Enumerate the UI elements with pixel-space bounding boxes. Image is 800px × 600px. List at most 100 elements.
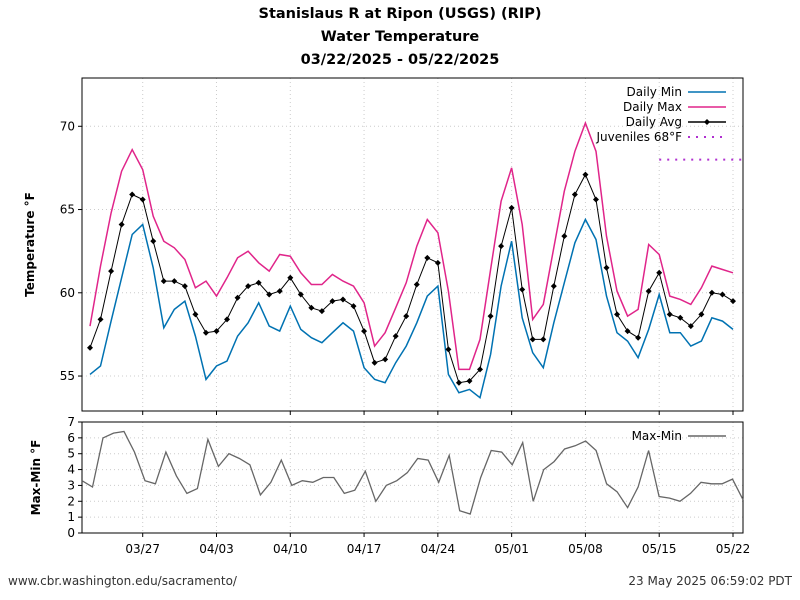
x-tick-label: 05/22 xyxy=(716,542,751,556)
legend-label: Juveniles 68°F xyxy=(595,130,682,144)
daily-avg-point xyxy=(645,288,652,295)
daily-avg-point xyxy=(677,314,684,321)
daily-avg-point xyxy=(656,269,663,276)
legend-marker xyxy=(704,119,710,125)
y-tick-label: 70 xyxy=(60,119,75,133)
daily-avg-point xyxy=(87,344,93,351)
daily-avg-point xyxy=(361,328,368,335)
legend-label: Daily Avg xyxy=(626,115,682,129)
daily-avg-point xyxy=(97,316,104,323)
daily-avg-point xyxy=(160,278,167,285)
chart-date-range: 03/22/2025 - 05/22/2025 xyxy=(300,52,500,68)
daily-avg-point xyxy=(118,221,125,228)
y-tick-label: 7 xyxy=(67,415,75,429)
daily-avg-point xyxy=(550,283,557,290)
legend-label: Daily Min xyxy=(627,85,682,99)
daily-avg-point xyxy=(245,283,252,290)
footer-source-url[interactable]: www.cbr.washington.edu/sacramento/ xyxy=(8,574,237,588)
daily-avg-point xyxy=(139,196,146,203)
x-tick-label: 03/27 xyxy=(125,542,160,556)
y-tick-label: 2 xyxy=(67,494,75,508)
y-tick-label: 3 xyxy=(67,478,75,492)
legend-label: Max-Min xyxy=(632,429,682,443)
daily-avg-point xyxy=(730,298,736,305)
daily-avg-point xyxy=(329,298,336,305)
daily-avg-point xyxy=(224,316,231,323)
daily-avg-point xyxy=(455,379,462,386)
x-tick-label: 05/01 xyxy=(494,542,529,556)
y-tick-label: 6 xyxy=(67,431,75,445)
daily-avg-point xyxy=(382,356,389,363)
daily-avg-point xyxy=(350,303,357,310)
y-tick-label: 5 xyxy=(67,447,75,461)
y-tick-label: 0 xyxy=(67,526,75,540)
daily-avg-point xyxy=(666,311,673,318)
daily-avg-point xyxy=(487,313,494,320)
y-axis-label: Max-Min °F xyxy=(29,440,43,516)
legend-label: Daily Max xyxy=(623,100,682,114)
series-line-daily-avg xyxy=(89,173,734,384)
series-line-daily-max xyxy=(89,120,734,371)
daily-avg-point xyxy=(592,196,599,203)
x-tick-label: 05/08 xyxy=(568,542,603,556)
daily-avg-point xyxy=(614,311,621,318)
y-axis-label: Temperature °F xyxy=(23,192,37,297)
x-tick-label: 04/03 xyxy=(199,542,234,556)
daily-avg-point xyxy=(540,336,547,343)
daily-avg-point xyxy=(403,313,410,320)
daily-avg-point xyxy=(276,288,283,295)
y-tick-label: 55 xyxy=(60,369,75,383)
daily-avg-point xyxy=(687,323,694,330)
daily-avg-point xyxy=(603,264,610,271)
series-line-daily-min xyxy=(89,217,734,400)
x-tick-label: 05/15 xyxy=(642,542,677,556)
daily-avg-point xyxy=(202,329,209,336)
daily-avg-point xyxy=(181,283,188,290)
daily-avg-point xyxy=(108,268,115,275)
daily-avg-point xyxy=(466,378,473,385)
daily-avg-point xyxy=(318,308,325,315)
daily-avg-point xyxy=(192,311,199,318)
daily-avg-point xyxy=(498,243,505,250)
y-tick-label: 60 xyxy=(60,286,75,300)
daily-avg-point xyxy=(287,274,294,281)
daily-avg-point xyxy=(434,259,441,266)
daily-avg-point xyxy=(508,204,515,211)
footer-timestamp: 23 May 2025 06:59:02 PDT xyxy=(628,574,792,588)
daily-avg-point xyxy=(477,366,484,373)
daily-avg-point xyxy=(266,291,273,298)
daily-avg-point xyxy=(392,333,399,340)
y-tick-label: 65 xyxy=(60,203,75,217)
daily-avg-point xyxy=(308,304,315,311)
x-tick-label: 04/24 xyxy=(421,542,456,556)
chart-title: Stanislaus R at Ripon (USGS) (RIP) xyxy=(258,6,542,22)
top-plot-frame xyxy=(81,77,744,412)
daily-avg-point xyxy=(234,294,241,301)
y-tick-label: 1 xyxy=(67,510,75,524)
x-tick-label: 04/17 xyxy=(347,542,382,556)
daily-avg-point xyxy=(519,286,526,293)
daily-avg-point xyxy=(129,191,136,198)
daily-avg-point xyxy=(213,328,220,335)
daily-avg-point xyxy=(150,238,157,245)
daily-avg-point xyxy=(297,291,304,298)
daily-avg-point xyxy=(529,336,536,343)
daily-avg-point xyxy=(571,191,578,198)
daily-avg-point xyxy=(708,289,715,296)
daily-avg-point xyxy=(255,279,262,286)
daily-avg-point xyxy=(582,171,589,178)
daily-avg-point xyxy=(624,328,631,335)
daily-avg-point xyxy=(698,311,705,318)
daily-avg-point xyxy=(424,254,431,261)
bottom-plot-frame xyxy=(81,421,744,534)
daily-avg-point xyxy=(371,359,378,366)
daily-avg-point xyxy=(171,278,178,285)
x-tick-label: 04/10 xyxy=(273,542,308,556)
daily-avg-point xyxy=(635,334,642,341)
daily-avg-point xyxy=(561,233,568,240)
daily-avg-point xyxy=(445,346,452,353)
y-tick-label: 4 xyxy=(67,463,75,477)
daily-avg-point xyxy=(413,281,420,288)
series-line-max-min xyxy=(81,430,744,515)
